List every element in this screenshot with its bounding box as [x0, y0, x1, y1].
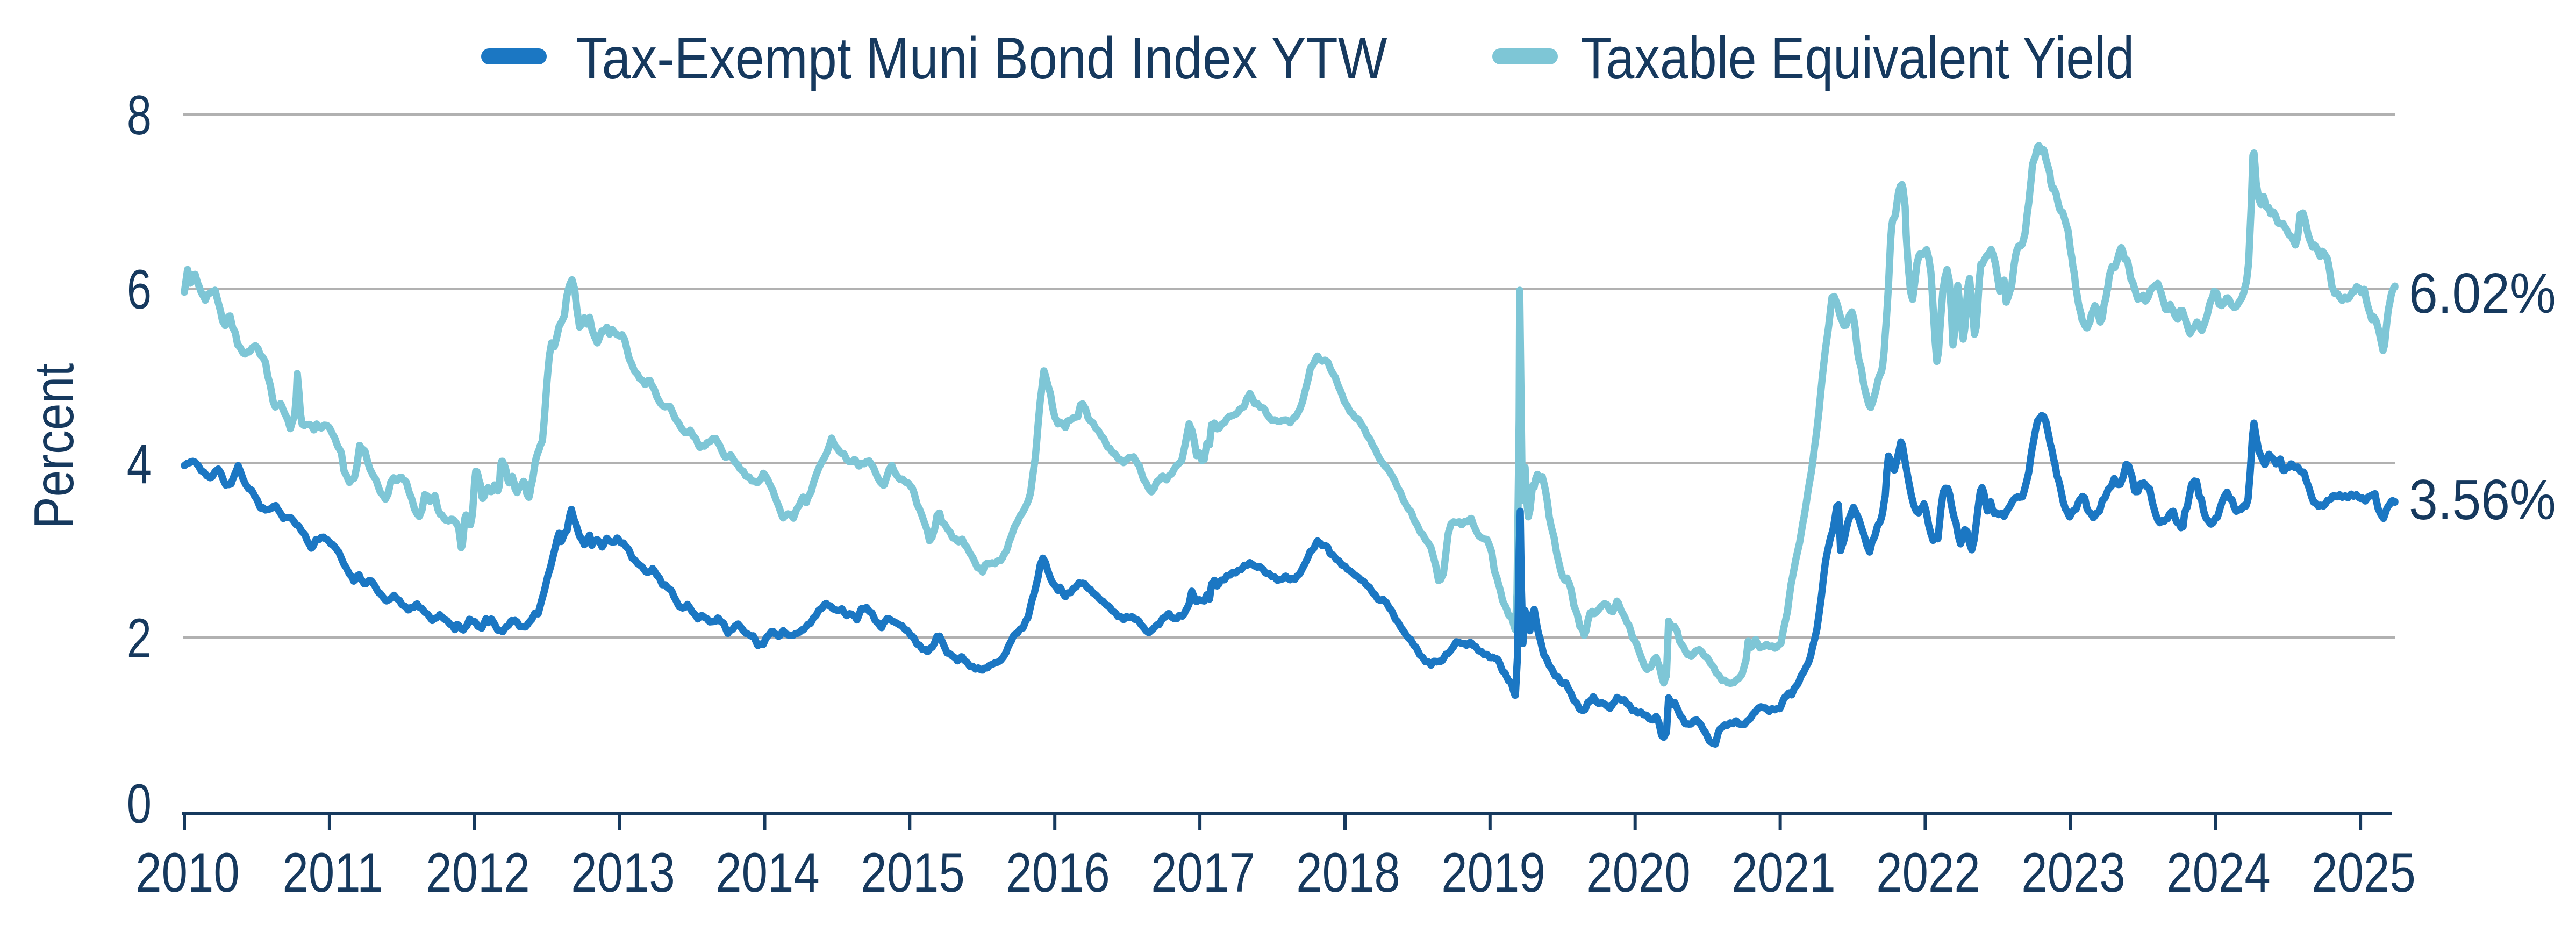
svg-text:6: 6 — [127, 258, 152, 320]
svg-text:2020: 2020 — [1586, 842, 1690, 904]
svg-text:2016: 2016 — [1006, 842, 1110, 904]
svg-text:2010: 2010 — [135, 842, 239, 904]
svg-text:2012: 2012 — [426, 842, 529, 904]
svg-text:2015: 2015 — [861, 842, 964, 904]
svg-text:2019: 2019 — [1441, 842, 1545, 904]
svg-text:6.02%: 6.02% — [2409, 262, 2556, 325]
svg-text:2022: 2022 — [1876, 842, 1980, 904]
svg-text:3.56%: 3.56% — [2409, 468, 2556, 532]
svg-text:2014: 2014 — [715, 842, 819, 904]
svg-text:2025: 2025 — [2312, 842, 2415, 904]
svg-text:Tax-Exempt Muni Bond Index YTW: Tax-Exempt Muni Bond Index YTW — [576, 25, 1387, 91]
svg-text:2011: 2011 — [283, 842, 383, 904]
svg-text:Taxable Equivalent Yield: Taxable Equivalent Yield — [1580, 25, 2134, 91]
svg-text:2018: 2018 — [1296, 842, 1400, 904]
svg-text:4: 4 — [127, 433, 152, 495]
svg-text:2021: 2021 — [1731, 842, 1835, 904]
svg-text:Percent: Percent — [23, 363, 85, 529]
svg-text:8: 8 — [127, 84, 152, 146]
svg-text:2: 2 — [127, 607, 152, 669]
svg-text:2013: 2013 — [571, 842, 675, 904]
svg-text:2023: 2023 — [2021, 842, 2125, 904]
svg-text:0: 0 — [127, 772, 152, 835]
svg-text:2017: 2017 — [1151, 842, 1255, 904]
svg-text:2024: 2024 — [2166, 842, 2270, 904]
